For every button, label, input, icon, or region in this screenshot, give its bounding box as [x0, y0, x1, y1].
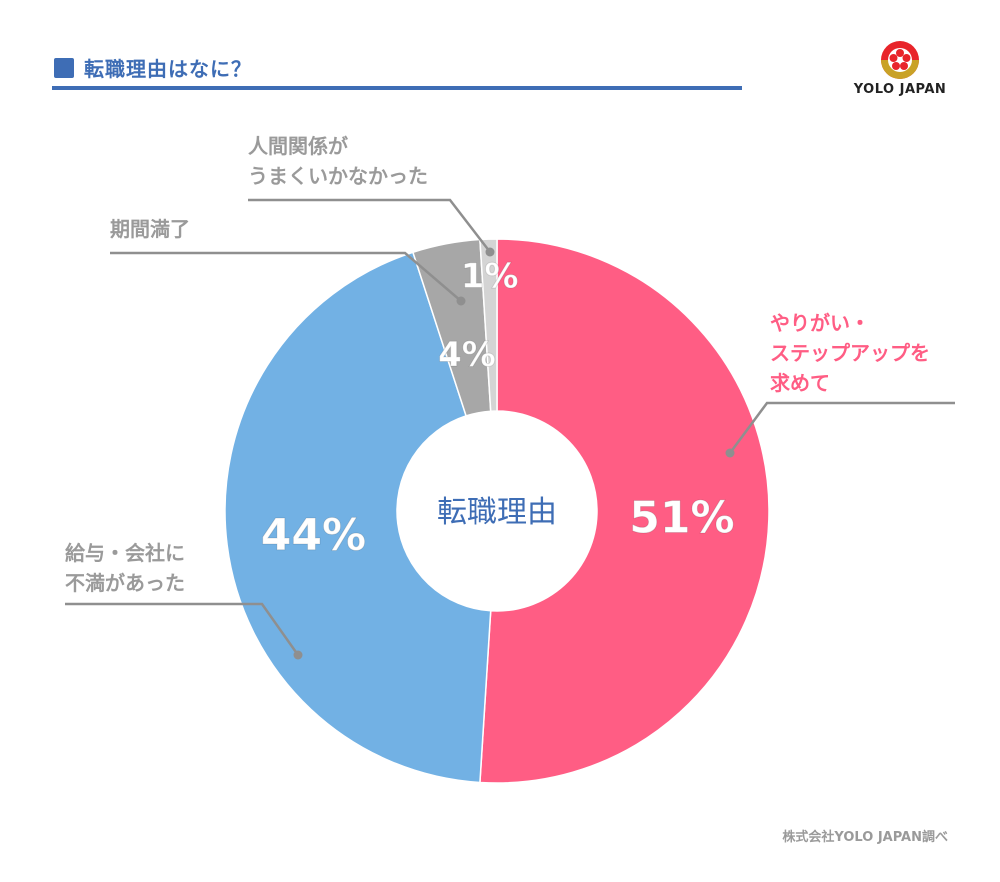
- leader-dot-3: [485, 247, 495, 257]
- yolo-japan-logo: YOLO JAPAN: [848, 38, 952, 102]
- leader-line-3: [248, 198, 491, 253]
- chart-title: 転職理由はなに？: [84, 57, 252, 81]
- leader-dot-1: [293, 650, 303, 660]
- logo-wordmark: YOLO JAPAN: [853, 82, 947, 97]
- callout-label-3-line-0: 人間関係が: [248, 134, 348, 158]
- callout-label-1-line-1: 不満があった: [65, 571, 185, 595]
- slice-value-label-2: 4%: [438, 335, 496, 375]
- callout-label-3-line-1: うまくいかなかった: [248, 164, 428, 188]
- slice-value-label-0: 51%: [629, 493, 734, 544]
- leader-line-1: [65, 602, 300, 656]
- callout-label-1-line-0: 給与・会社に: [65, 541, 185, 565]
- callout-label-0-line-2: 求めて: [770, 371, 830, 395]
- slice-3: [479, 238, 498, 412]
- center-label: 転職理由: [437, 495, 557, 530]
- flower-emblem-icon: [881, 41, 919, 79]
- callout-label-0-line-1: ステップアップを: [770, 341, 930, 365]
- header-divider: [52, 86, 742, 90]
- callout-label-2-line-0: 期間満了: [110, 217, 190, 241]
- slice-value-label-1: 44%: [261, 510, 366, 561]
- leader-line-2: [110, 251, 462, 302]
- callout-label-0-line-0: やりがい・: [770, 311, 870, 335]
- leader-dot-0: [725, 448, 735, 458]
- leader-dot-2: [456, 296, 466, 306]
- leader-line-0: [728, 401, 955, 454]
- slice-1: [224, 251, 492, 784]
- header-square-icon: [54, 58, 74, 78]
- slice-0: [479, 238, 770, 784]
- chart-header: 転職理由はなに？: [52, 50, 742, 90]
- slice-value-label-3: 1%: [461, 256, 519, 296]
- source-note: 株式会社YOLO JAPAN調べ: [782, 830, 948, 845]
